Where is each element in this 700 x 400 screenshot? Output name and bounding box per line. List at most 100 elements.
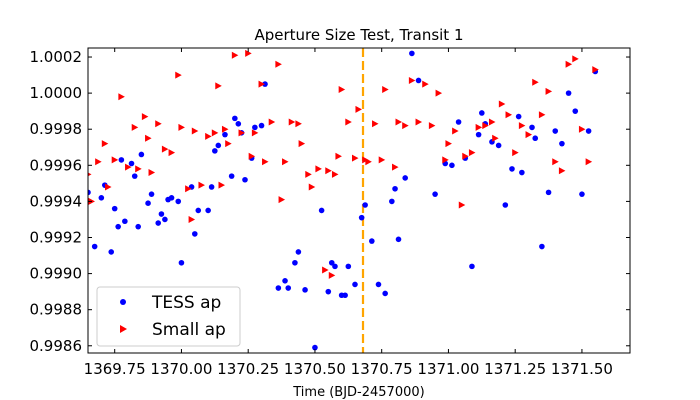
tess-ap-point bbox=[345, 263, 352, 270]
tess-ap-point bbox=[235, 120, 242, 127]
small-ap-point bbox=[191, 127, 199, 135]
small-ap-point bbox=[578, 125, 586, 133]
axis-ticks-group: 0.9986 0.9988 0.9990 0.9992 0.9994 0.9996 0.99… bbox=[30, 48, 630, 378]
small-ap-point bbox=[328, 271, 336, 279]
small-ap-point bbox=[275, 60, 282, 68]
tess-ap-point bbox=[222, 131, 228, 138]
small-ap-point bbox=[402, 122, 409, 130]
tess-ap-point bbox=[282, 278, 288, 284]
small-ap-point bbox=[565, 60, 573, 68]
tess-ap-point bbox=[148, 191, 155, 197]
y-tick-label: 0.9998 bbox=[30, 120, 83, 138]
small-ap-point bbox=[168, 149, 176, 157]
tess-ap-point bbox=[358, 214, 365, 221]
legend-box bbox=[96, 286, 241, 347]
small-ap-point bbox=[378, 156, 386, 164]
small-ap-point bbox=[258, 80, 266, 88]
small-ap-point bbox=[525, 131, 533, 139]
small-ap-point bbox=[111, 156, 119, 164]
tess-ap-point bbox=[191, 231, 198, 237]
small-ap-point bbox=[221, 125, 229, 133]
small-ap-point bbox=[492, 134, 499, 142]
small-ap-point bbox=[295, 120, 302, 128]
small-ap-point bbox=[88, 172, 92, 177]
small-ap-point bbox=[155, 120, 162, 128]
tess-ap-point bbox=[515, 113, 522, 120]
small-ap-point bbox=[251, 129, 259, 137]
small-ap-point bbox=[351, 154, 359, 162]
tess-ap-point bbox=[175, 198, 182, 205]
small-ap-point bbox=[335, 152, 342, 160]
small-ap-point bbox=[188, 215, 196, 223]
small-ap-point bbox=[268, 118, 276, 126]
tess-ap-point bbox=[572, 108, 579, 114]
tess-ap-point bbox=[242, 176, 248, 183]
small-ap-point bbox=[118, 93, 125, 101]
tess-ap-point bbox=[455, 119, 462, 125]
x-tick-label: 1370.50 bbox=[284, 360, 346, 378]
tess-ap-point bbox=[328, 259, 335, 266]
small-ap-point bbox=[161, 145, 169, 153]
small-ap-point bbox=[572, 55, 579, 63]
tess-ap-point bbox=[495, 142, 502, 149]
x-tick-label: 1371.00 bbox=[417, 360, 479, 378]
tess-ap-point bbox=[318, 207, 325, 214]
y-tick-label: 0.9988 bbox=[30, 301, 83, 319]
y-tick-label: 0.9992 bbox=[30, 228, 83, 246]
small-ap-point bbox=[125, 163, 132, 171]
tess-ap-point bbox=[509, 166, 515, 172]
tess-ap-point bbox=[285, 285, 292, 291]
tess-ap-point bbox=[111, 205, 118, 212]
small-ap-point bbox=[305, 170, 312, 178]
tess-ap-point bbox=[342, 292, 348, 299]
tess-ap-point bbox=[532, 135, 539, 142]
tess-ap-point bbox=[415, 77, 422, 84]
small-ap-point bbox=[245, 49, 252, 57]
tess-ap-point bbox=[138, 151, 145, 158]
small-ap-point bbox=[445, 140, 452, 148]
small-ap-point bbox=[145, 134, 152, 142]
tess-ap-point bbox=[545, 189, 552, 196]
tess-ap-point bbox=[128, 160, 135, 167]
legend-label-tess-ap: TESS ap bbox=[151, 293, 221, 313]
x-tick-label: 1370.00 bbox=[150, 360, 212, 378]
small-ap-point bbox=[308, 183, 316, 191]
tess-ap-point bbox=[469, 263, 475, 270]
tess-ap-point bbox=[409, 50, 415, 57]
small-ap-point bbox=[101, 140, 109, 148]
small-ap-point bbox=[175, 71, 182, 79]
small-ap-point bbox=[141, 113, 149, 121]
small-ap-point bbox=[231, 51, 239, 59]
small-ap-point bbox=[395, 118, 403, 126]
small-ap-point bbox=[482, 122, 489, 130]
tess-ap-point bbox=[539, 243, 545, 250]
small-ap-point bbox=[135, 165, 142, 173]
small-ap-point bbox=[372, 120, 379, 128]
tess-ap-point bbox=[162, 216, 168, 223]
small-ap-point bbox=[218, 181, 225, 189]
tess-ap-point bbox=[389, 198, 395, 205]
tess-ap-point bbox=[325, 288, 332, 295]
small-ap-point bbox=[95, 158, 102, 166]
small-ap-point bbox=[345, 118, 352, 126]
tess-ap-point bbox=[302, 287, 308, 293]
tess-ap-point bbox=[168, 194, 175, 201]
tess-ap-point bbox=[118, 157, 125, 163]
tess-ap-point bbox=[88, 189, 91, 196]
tess-ap-point bbox=[155, 220, 162, 226]
tess-ap-point bbox=[519, 169, 525, 176]
tess-ap-point bbox=[122, 218, 128, 225]
tess-ap-point bbox=[312, 344, 318, 351]
tess-ap-point bbox=[115, 223, 121, 230]
tess-ap-point bbox=[178, 259, 185, 266]
tess-ap-point bbox=[352, 281, 358, 288]
tess-ap-point bbox=[208, 184, 215, 190]
x-tick-label: 1371.25 bbox=[484, 360, 546, 378]
y-tick-label: 0.9994 bbox=[30, 192, 83, 210]
small-ap-point bbox=[198, 181, 205, 189]
small-ap-point bbox=[225, 140, 232, 148]
small-ap-point bbox=[278, 196, 286, 204]
tess-ap-point bbox=[585, 128, 592, 134]
